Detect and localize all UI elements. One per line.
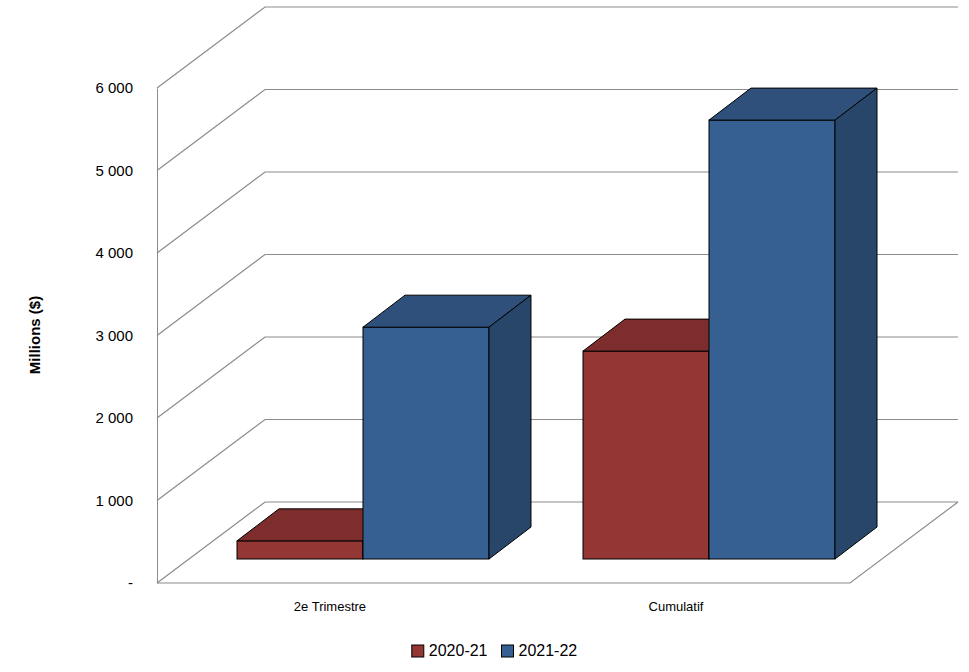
grid-line — [157, 7, 958, 88]
x-tick-label: 2e Trimestre — [294, 599, 366, 614]
y-tick-label: 5 000 — [95, 162, 133, 179]
y-tick-label: 4 000 — [95, 244, 133, 261]
bar — [709, 88, 877, 559]
y-tick: 2 000 — [95, 409, 157, 426]
bar — [363, 295, 531, 559]
bars — [237, 88, 877, 559]
y-axis-title: Millions ($) — [26, 296, 43, 374]
y-tick: 3 000 — [95, 327, 157, 344]
bar-side — [489, 295, 531, 559]
legend-swatch — [412, 645, 424, 657]
y-tick: 6 000 — [95, 79, 157, 96]
y-tick-label: 3 000 — [95, 327, 133, 344]
legend-item: 2021-22 — [502, 642, 578, 659]
y-tick-label: 6 000 — [95, 79, 133, 96]
bar-front — [709, 120, 835, 559]
grid — [157, 7, 958, 583]
legend-item: 2020-21 — [412, 642, 488, 659]
legend-swatch — [502, 645, 514, 657]
bar-front — [237, 541, 363, 559]
bar-front — [363, 327, 489, 559]
y-tick: 4 000 — [95, 244, 157, 261]
legend-label: 2020-21 — [429, 642, 488, 659]
y-tick-label: - — [128, 574, 133, 591]
bar-front — [583, 351, 709, 559]
y-tick-label: 2 000 — [95, 409, 133, 426]
x-tick-label: Cumulatif — [649, 599, 704, 614]
bar-side — [835, 88, 877, 559]
y-tick-label: 1 000 — [95, 492, 133, 509]
y-tick: - — [128, 574, 157, 591]
y-axis-line — [157, 89, 158, 584]
legend-label: 2021-22 — [519, 642, 578, 659]
chart: - 1 000 2 000 3 000 4 000 5 000 6 000 Millions … — [0, 0, 969, 672]
y-tick: 1 000 — [95, 492, 157, 509]
legend: 2020-21 2021-22 — [412, 642, 578, 659]
y-axis: - 1 000 2 000 3 000 4 000 5 000 6 000 — [95, 79, 157, 591]
y-tick: 5 000 — [95, 162, 157, 179]
